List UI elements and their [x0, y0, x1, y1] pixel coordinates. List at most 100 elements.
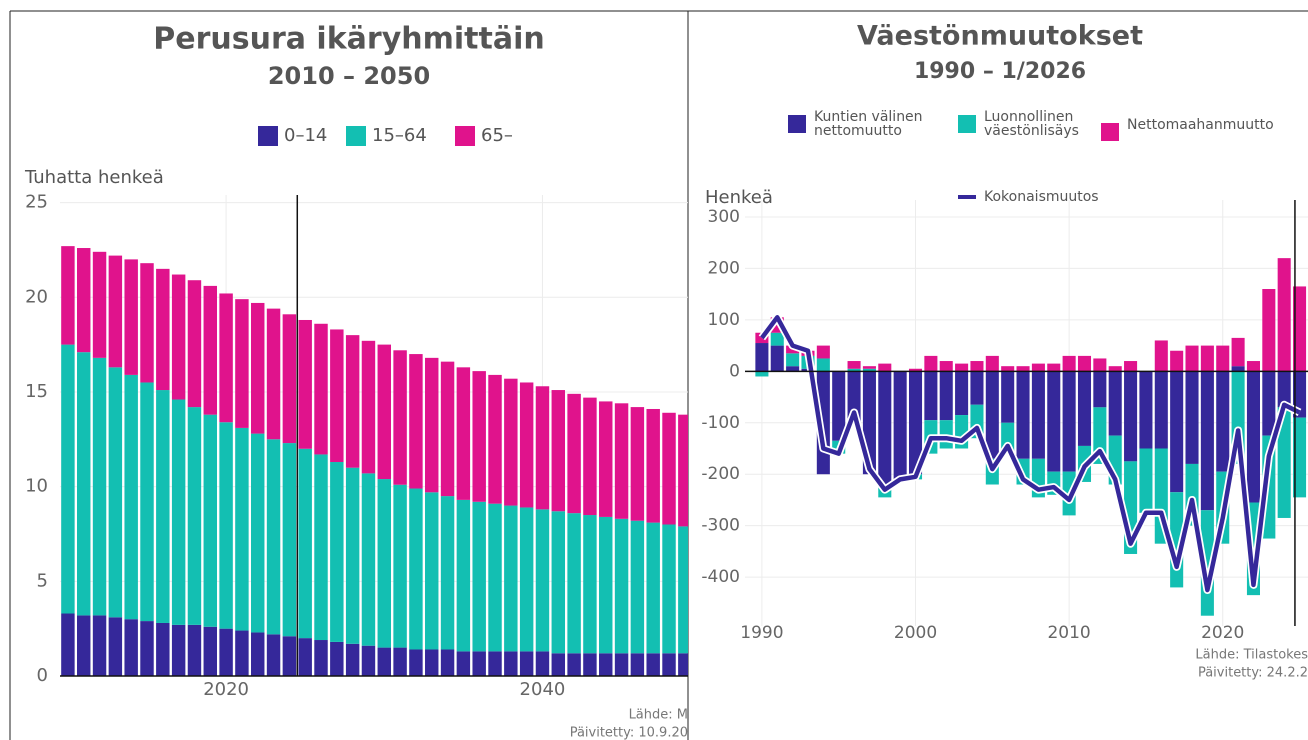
bar	[1093, 371, 1107, 408]
bar	[504, 378, 518, 506]
bar	[425, 357, 439, 493]
bar	[832, 371, 846, 441]
bar	[140, 382, 154, 622]
chart-subtitle: 1990 – 1/2026	[914, 59, 1086, 84]
bar	[599, 516, 613, 654]
bar	[504, 651, 518, 676]
bar	[314, 454, 328, 641]
bar	[251, 433, 265, 633]
bar	[1170, 371, 1184, 493]
bar	[345, 643, 360, 676]
bar	[61, 246, 75, 345]
bar	[599, 401, 613, 517]
bar	[519, 507, 534, 652]
bar	[1200, 371, 1214, 511]
chart: Väestönmuutokset 1990 – 1/2026 Henkeä Lähde…	[701, 21, 1308, 681]
x-tick-label: 2040	[520, 679, 566, 700]
y-tick-label: -300	[701, 516, 740, 536]
bar	[488, 503, 502, 652]
bar	[377, 647, 392, 676]
bar	[630, 407, 645, 521]
bar	[1077, 371, 1092, 446]
bar	[551, 390, 566, 512]
bar	[61, 344, 75, 614]
bar	[219, 422, 233, 629]
bar	[330, 329, 344, 463]
bar	[847, 371, 861, 423]
bar	[770, 345, 784, 372]
chart-title: Perusura ikäryhmittäin	[153, 22, 544, 57]
bar	[1170, 350, 1184, 372]
bar	[862, 368, 876, 372]
bar	[472, 371, 486, 502]
bar	[298, 319, 312, 449]
bar	[140, 263, 154, 383]
bar	[298, 448, 312, 639]
bar	[171, 624, 186, 676]
bar	[440, 649, 455, 676]
bar	[425, 492, 439, 650]
bar	[1031, 371, 1045, 459]
legend-label: Luonnollinen väestönlisäys	[984, 109, 1079, 139]
bar	[361, 473, 376, 646]
bar	[551, 653, 566, 676]
bar	[393, 484, 407, 648]
bar	[330, 462, 344, 642]
bar	[583, 515, 597, 654]
bar	[1139, 371, 1153, 449]
bar	[171, 399, 186, 625]
bar	[630, 520, 645, 654]
y-tick-label: 100	[708, 310, 740, 330]
bar	[108, 617, 123, 676]
bar	[140, 621, 154, 676]
bar	[1047, 371, 1061, 472]
bar	[662, 524, 676, 654]
bar	[614, 653, 629, 676]
bar	[282, 636, 297, 676]
y-tick-label: 300	[708, 207, 740, 227]
bar	[1293, 417, 1307, 498]
bar	[266, 308, 281, 440]
legend-label: 15–64	[372, 125, 427, 146]
plot-area	[61, 195, 688, 676]
bar	[282, 314, 297, 444]
bar	[862, 366, 876, 369]
bar	[519, 382, 534, 508]
bar	[519, 651, 534, 676]
bar	[440, 361, 455, 497]
x-tick-label: 2000	[894, 623, 937, 643]
source: Lähde: M	[629, 708, 688, 723]
bar	[1047, 363, 1061, 372]
bar	[488, 374, 502, 504]
legend-label: Nettomaahanmuutto	[1127, 117, 1274, 133]
y-tick-label: 5	[37, 570, 48, 591]
y-tick-label: 20	[25, 286, 48, 307]
bar	[786, 353, 800, 367]
bar	[847, 361, 861, 369]
bar	[970, 371, 984, 405]
bar	[770, 332, 784, 346]
chart-title: Väestönmuutokset	[857, 21, 1143, 52]
bar	[1277, 258, 1291, 372]
bar	[939, 371, 953, 421]
bar	[816, 358, 830, 372]
bar	[1077, 355, 1092, 372]
bar	[535, 386, 550, 510]
bar	[1231, 366, 1245, 372]
bar	[298, 638, 312, 676]
bar	[77, 352, 91, 616]
bar	[314, 640, 328, 676]
bar	[893, 371, 907, 480]
source: Lähde: Tilastokes	[1195, 648, 1308, 663]
y-tick-label: 0	[37, 665, 48, 686]
bar	[472, 501, 486, 652]
legend-swatch	[258, 126, 278, 146]
bar	[1001, 366, 1015, 372]
bar	[456, 651, 471, 676]
bar	[646, 653, 660, 676]
bar	[314, 323, 328, 455]
bar	[251, 632, 265, 676]
y-tick-label: 25	[25, 192, 48, 213]
bar	[345, 467, 360, 644]
bar	[282, 443, 297, 637]
